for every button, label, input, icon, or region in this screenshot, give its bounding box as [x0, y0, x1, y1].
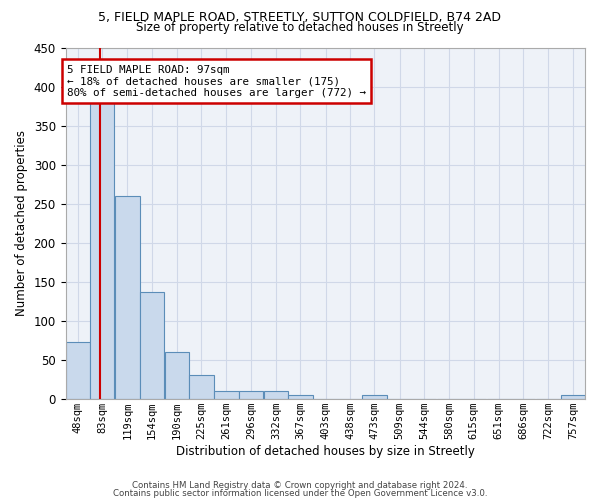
Bar [239, 391, 263, 398]
Text: Size of property relative to detached houses in Streetly: Size of property relative to detached ho… [136, 21, 464, 34]
Y-axis label: Number of detached properties: Number of detached properties [15, 130, 28, 316]
Bar [362, 395, 387, 398]
Bar [164, 352, 189, 399]
Bar [288, 395, 313, 398]
Bar [140, 292, 164, 399]
Text: Contains public sector information licensed under the Open Government Licence v3: Contains public sector information licen… [113, 488, 487, 498]
Text: 5, FIELD MAPLE ROAD, STREETLY, SUTTON COLDFIELD, B74 2AD: 5, FIELD MAPLE ROAD, STREETLY, SUTTON CO… [98, 11, 502, 24]
Bar [90, 102, 115, 399]
Bar [560, 395, 585, 398]
Bar [115, 196, 140, 398]
Text: 5 FIELD MAPLE ROAD: 97sqm
← 18% of detached houses are smaller (175)
80% of semi: 5 FIELD MAPLE ROAD: 97sqm ← 18% of detac… [67, 64, 366, 98]
X-axis label: Distribution of detached houses by size in Streetly: Distribution of detached houses by size … [176, 444, 475, 458]
Bar [65, 342, 90, 398]
Bar [189, 376, 214, 398]
Bar [214, 391, 239, 398]
Bar [264, 391, 288, 398]
Text: Contains HM Land Registry data © Crown copyright and database right 2024.: Contains HM Land Registry data © Crown c… [132, 481, 468, 490]
